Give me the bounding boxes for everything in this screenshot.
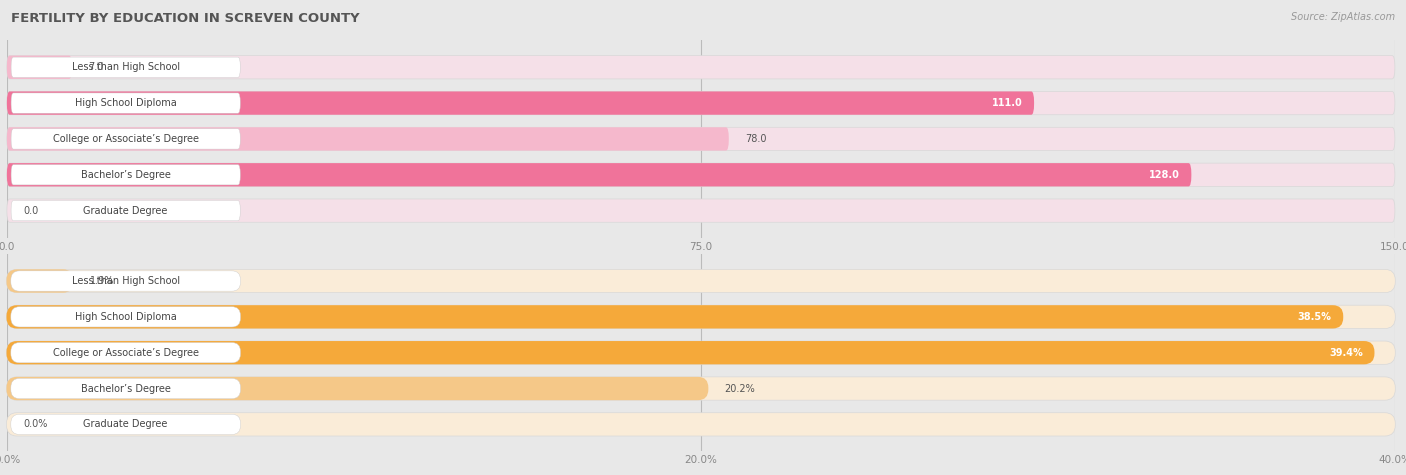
FancyBboxPatch shape — [7, 269, 1395, 293]
FancyBboxPatch shape — [7, 341, 1395, 364]
FancyBboxPatch shape — [7, 377, 709, 400]
FancyBboxPatch shape — [7, 199, 1395, 222]
Text: High School Diploma: High School Diploma — [75, 312, 177, 322]
Text: 38.5%: 38.5% — [1298, 312, 1331, 322]
Text: 0.0%: 0.0% — [24, 419, 48, 429]
Text: 0.0: 0.0 — [24, 206, 39, 216]
FancyBboxPatch shape — [7, 305, 1343, 329]
Text: Less than High School: Less than High School — [72, 276, 180, 286]
FancyBboxPatch shape — [7, 127, 1395, 151]
FancyBboxPatch shape — [7, 163, 1395, 186]
Text: Graduate Degree: Graduate Degree — [83, 419, 167, 429]
FancyBboxPatch shape — [11, 200, 240, 221]
Text: 20.2%: 20.2% — [724, 383, 755, 393]
FancyBboxPatch shape — [7, 92, 1033, 115]
FancyBboxPatch shape — [11, 307, 240, 327]
Text: 1.9%: 1.9% — [90, 276, 114, 286]
FancyBboxPatch shape — [11, 93, 240, 113]
FancyBboxPatch shape — [7, 377, 1395, 400]
Text: 78.0: 78.0 — [745, 134, 766, 144]
Text: Graduate Degree: Graduate Degree — [83, 206, 167, 216]
Text: Bachelor’s Degree: Bachelor’s Degree — [80, 170, 170, 180]
Text: College or Associate’s Degree: College or Associate’s Degree — [52, 134, 198, 144]
FancyBboxPatch shape — [7, 56, 1395, 79]
Text: 128.0: 128.0 — [1149, 170, 1180, 180]
FancyBboxPatch shape — [7, 92, 1395, 115]
FancyBboxPatch shape — [7, 163, 1191, 186]
Text: 7.0: 7.0 — [89, 62, 104, 72]
FancyBboxPatch shape — [11, 165, 240, 185]
Text: 111.0: 111.0 — [993, 98, 1022, 108]
FancyBboxPatch shape — [7, 413, 1395, 436]
FancyBboxPatch shape — [7, 269, 73, 293]
FancyBboxPatch shape — [11, 57, 240, 77]
FancyBboxPatch shape — [11, 379, 240, 399]
FancyBboxPatch shape — [7, 305, 1395, 329]
Text: Less than High School: Less than High School — [72, 62, 180, 72]
FancyBboxPatch shape — [7, 341, 1375, 364]
Text: College or Associate’s Degree: College or Associate’s Degree — [52, 348, 198, 358]
Text: Bachelor’s Degree: Bachelor’s Degree — [80, 383, 170, 393]
Text: Source: ZipAtlas.com: Source: ZipAtlas.com — [1291, 12, 1395, 22]
Text: FERTILITY BY EDUCATION IN SCREVEN COUNTY: FERTILITY BY EDUCATION IN SCREVEN COUNTY — [11, 12, 360, 25]
FancyBboxPatch shape — [11, 414, 240, 435]
FancyBboxPatch shape — [11, 271, 240, 291]
FancyBboxPatch shape — [11, 342, 240, 363]
FancyBboxPatch shape — [7, 56, 72, 79]
FancyBboxPatch shape — [7, 127, 728, 151]
Text: High School Diploma: High School Diploma — [75, 98, 177, 108]
FancyBboxPatch shape — [11, 129, 240, 149]
Text: 39.4%: 39.4% — [1329, 348, 1362, 358]
